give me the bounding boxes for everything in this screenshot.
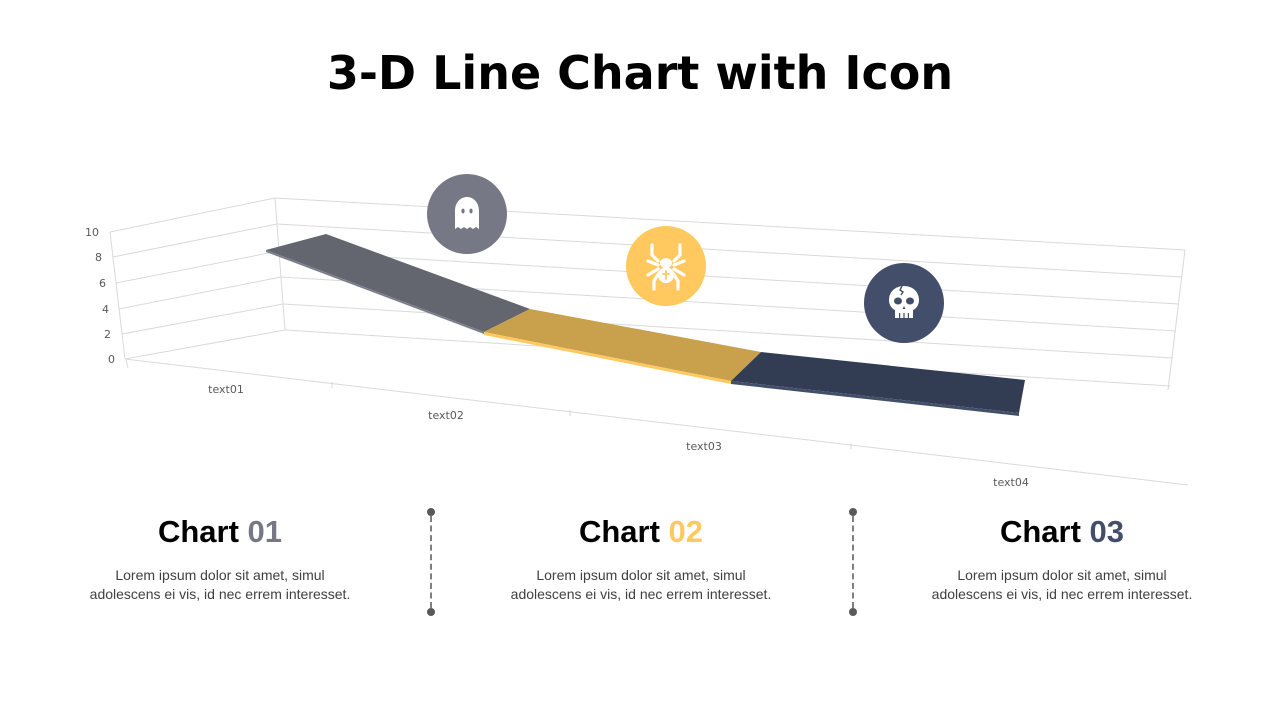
- ribbon-segment-03: [731, 352, 1025, 416]
- ghost-icon: [455, 197, 479, 229]
- ribbon-segment-01: [266, 234, 530, 334]
- svg-text:8: 8: [95, 251, 102, 264]
- chart-card-02: Chart 02 Lorem ipsum dolor sit amet, sim…: [471, 514, 811, 604]
- card-number: 01: [247, 514, 283, 549]
- card-description: Lorem ipsum dolor sit amet, simul adoles…: [89, 567, 351, 602]
- svg-text:text02: text02: [428, 409, 464, 422]
- card-title: Chart 01: [157, 514, 283, 549]
- chart-card-03: Chart 03 Lorem ipsum dolor sit amet, sim…: [892, 514, 1232, 604]
- chart-grid: [109, 197, 1189, 486]
- skull-icon-badge: [864, 263, 944, 343]
- card-title: Chart 03: [999, 514, 1125, 549]
- page-title: 3-D Line Chart with Icon: [326, 46, 954, 100]
- y-axis-labels: 10 8 6 4 2 0: [85, 226, 115, 366]
- card-number: 03: [1089, 514, 1125, 549]
- svg-text:4: 4: [102, 303, 109, 316]
- ribbon-segment-02: [484, 309, 761, 384]
- spider-icon-badge: [626, 226, 706, 306]
- spider-icon: [646, 243, 686, 291]
- card-description: Lorem ipsum dolor sit amet, simul adoles…: [931, 567, 1193, 602]
- x-axis-labels: text01 text02 text03 text04: [208, 383, 1029, 489]
- svg-text:6: 6: [99, 277, 106, 290]
- svg-text:text04: text04: [993, 476, 1029, 489]
- svg-text:text03: text03: [686, 440, 722, 453]
- card-number: 02: [668, 514, 704, 549]
- svg-text:text01: text01: [208, 383, 244, 396]
- skull-icon: [889, 285, 919, 318]
- card-title: Chart 02: [578, 514, 704, 549]
- svg-text:2: 2: [104, 328, 111, 341]
- divider-2: [849, 508, 857, 616]
- card-description: Lorem ipsum dolor sit amet, simul adoles…: [510, 567, 772, 602]
- divider-1: [427, 508, 435, 616]
- svg-text:10: 10: [85, 226, 99, 239]
- ghost-icon-badge: [427, 174, 507, 254]
- svg-text:0: 0: [108, 353, 115, 366]
- chart-card-01: Chart 01 Lorem ipsum dolor sit amet, sim…: [50, 514, 390, 604]
